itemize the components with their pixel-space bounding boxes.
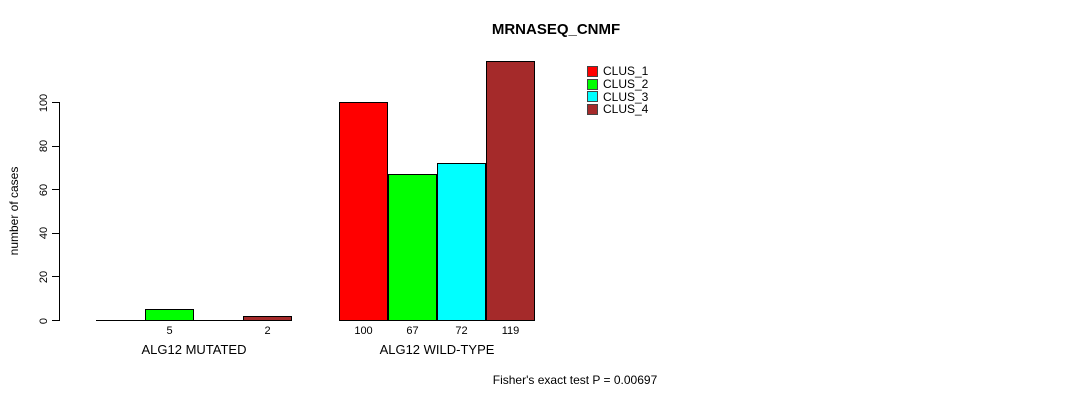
legend-label: CLUS_3 — [603, 89, 649, 104]
group-label: ALG12 WILD-TYPE — [379, 342, 495, 357]
bar — [145, 309, 194, 321]
bar-value-label: 100 — [354, 325, 373, 337]
y-tick-label: 80 — [38, 139, 50, 153]
y-tick-label: 60 — [38, 183, 50, 196]
group-label: ALG12 MUTATED — [141, 342, 247, 357]
y-tick — [51, 189, 59, 191]
y-tick-label: 0 — [38, 317, 50, 324]
y-tick-label: 20 — [38, 270, 50, 284]
y-tick — [51, 232, 59, 234]
legend-swatch — [587, 78, 598, 90]
legend-label: CLUS_2 — [603, 77, 649, 92]
legend-item: CLUS_2 — [587, 78, 648, 91]
y-tick — [51, 102, 59, 103]
legend-item: CLUS_4 — [587, 103, 648, 116]
bar — [339, 102, 388, 321]
y-axis — [58, 102, 60, 321]
y-tick — [51, 145, 59, 147]
bar-value-label: 2 — [264, 325, 271, 337]
bar-value-label: 5 — [166, 325, 173, 337]
bar — [486, 60, 535, 321]
legend-swatch — [587, 65, 598, 77]
bar-value-label: 119 — [501, 325, 520, 337]
bar-value-label: 67 — [406, 325, 419, 337]
legend-swatch — [587, 103, 598, 115]
bar-value-label: 72 — [455, 325, 468, 337]
legend: CLUS_1 CLUS_2 CLUS_3 CLUS_4 — [587, 65, 648, 116]
legend-item: CLUS_3 — [587, 90, 648, 103]
bar — [437, 163, 486, 321]
y-tick — [51, 276, 59, 278]
y-tick-label: 100 — [38, 93, 50, 112]
legend-item: CLUS_1 — [587, 65, 648, 78]
y-tick — [51, 320, 59, 321]
y-tick-label: 40 — [38, 227, 50, 240]
bar — [243, 315, 292, 321]
bar — [388, 173, 437, 321]
group-baseline — [96, 320, 292, 321]
legend-swatch — [587, 91, 598, 103]
fisher-test-annotation: Fisher's exact test P = 0.00697 — [492, 373, 658, 387]
legend-label: CLUS_4 — [603, 102, 649, 117]
chart-title: MRNASEQ_CNMF — [491, 21, 621, 38]
legend-label: CLUS_1 — [603, 64, 649, 79]
